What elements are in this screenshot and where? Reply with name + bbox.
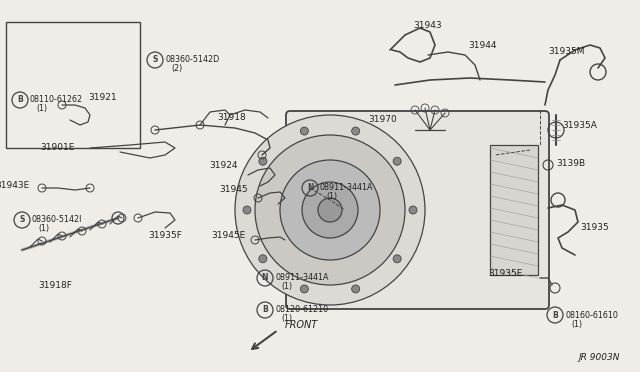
Circle shape xyxy=(259,255,267,263)
Text: 31944: 31944 xyxy=(468,41,497,49)
Text: 3139B: 3139B xyxy=(556,158,585,167)
Circle shape xyxy=(280,160,380,260)
Text: 08120-61210: 08120-61210 xyxy=(275,305,328,314)
Text: 31945E: 31945E xyxy=(212,231,246,240)
Text: (2): (2) xyxy=(171,64,182,74)
Text: (1): (1) xyxy=(571,320,582,328)
Text: B: B xyxy=(262,305,268,314)
Text: 31924: 31924 xyxy=(209,160,238,170)
Text: 31945: 31945 xyxy=(220,186,248,195)
Text: (1): (1) xyxy=(326,192,337,202)
Text: 31918F: 31918F xyxy=(38,280,72,289)
Text: 31935F: 31935F xyxy=(148,231,182,240)
Text: 31921: 31921 xyxy=(88,93,116,102)
Circle shape xyxy=(235,115,425,305)
Circle shape xyxy=(300,285,308,293)
Text: 31935E: 31935E xyxy=(488,269,522,278)
Text: (1): (1) xyxy=(281,282,292,292)
Text: B: B xyxy=(552,311,558,320)
Circle shape xyxy=(393,157,401,165)
Bar xyxy=(490,145,538,275)
Text: (1): (1) xyxy=(38,224,49,234)
Circle shape xyxy=(318,198,342,222)
Text: 31935M: 31935M xyxy=(548,48,584,57)
Text: S: S xyxy=(19,215,25,224)
Text: 08911-3441A: 08911-3441A xyxy=(275,273,328,282)
Text: 31943: 31943 xyxy=(413,20,442,29)
Text: (1): (1) xyxy=(36,105,47,113)
Text: 08160-61610: 08160-61610 xyxy=(565,311,618,320)
Text: 31943E: 31943E xyxy=(0,180,30,189)
Text: 31901E: 31901E xyxy=(40,144,75,153)
Text: 08911-3441A: 08911-3441A xyxy=(320,183,374,192)
Circle shape xyxy=(409,206,417,214)
Circle shape xyxy=(393,255,401,263)
Text: 31935A: 31935A xyxy=(562,121,597,129)
FancyBboxPatch shape xyxy=(286,111,549,309)
Text: 31970: 31970 xyxy=(368,115,397,125)
Text: 08110-61262: 08110-61262 xyxy=(30,96,83,105)
Circle shape xyxy=(302,182,358,238)
Text: (1): (1) xyxy=(281,314,292,324)
Circle shape xyxy=(351,127,360,135)
Circle shape xyxy=(259,157,267,165)
Bar xyxy=(6,22,140,148)
Text: N: N xyxy=(262,273,268,282)
Text: JR 9003N: JR 9003N xyxy=(579,353,620,362)
Text: 31918: 31918 xyxy=(218,113,246,122)
Circle shape xyxy=(300,127,308,135)
Text: S: S xyxy=(152,55,157,64)
Text: N: N xyxy=(307,183,313,192)
Circle shape xyxy=(243,206,251,214)
Circle shape xyxy=(351,285,360,293)
Circle shape xyxy=(255,135,405,285)
Text: 31935: 31935 xyxy=(580,224,609,232)
Text: 08360-5142D: 08360-5142D xyxy=(165,55,220,64)
Text: FRONT: FRONT xyxy=(285,320,318,330)
Text: 08360-5142I: 08360-5142I xyxy=(32,215,83,224)
Text: B: B xyxy=(17,96,23,105)
